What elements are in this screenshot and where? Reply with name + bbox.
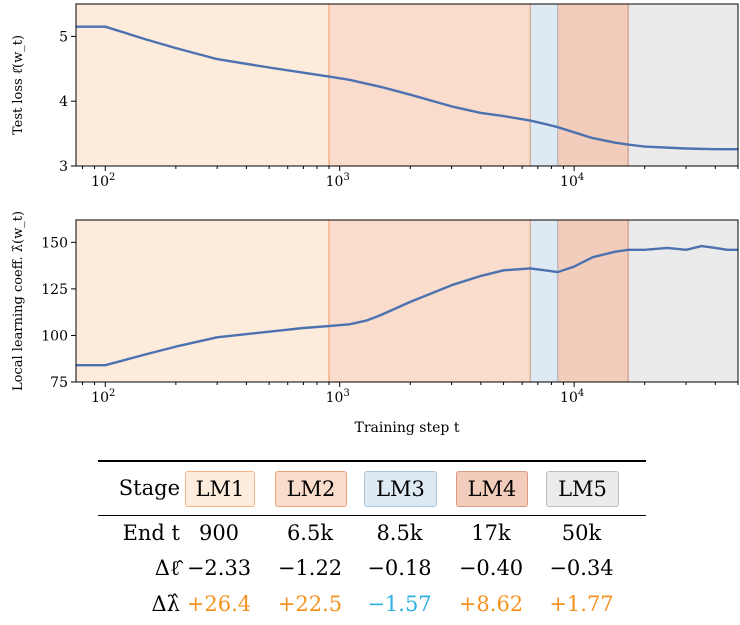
- y-tick-label: 150: [41, 235, 68, 251]
- x-tick-label: 102: [91, 172, 115, 190]
- stage-band-lm1: [76, 220, 329, 382]
- y-tick-label: 75: [50, 375, 68, 391]
- cell-end-t: 900: [198, 521, 240, 545]
- stage-badge-lm1: LM1: [185, 471, 255, 507]
- cell-delta-loss: −2.33: [186, 556, 252, 580]
- stage-badge-lm5: LM5: [546, 471, 619, 507]
- cell-delta-llc: +22.5: [277, 592, 343, 616]
- cell-end-t: 8.5k: [376, 521, 423, 545]
- y-tick-label: 5: [59, 29, 68, 45]
- cell-delta-loss: −0.40: [458, 556, 524, 580]
- stage-band-lm4: [557, 220, 629, 382]
- llc-panel: 75 100 125 150 102 103 104 Local learning coeff…: [11, 211, 739, 436]
- stage-badge-lm4: LM4: [456, 471, 528, 507]
- y-axis-label: Local learning coeff. λ̂(w_t): [11, 211, 26, 391]
- cell-delta-llc: +1.77: [549, 592, 614, 616]
- x-axis-label: Training step t: [355, 420, 460, 436]
- loss-panel: 3 4 5 102 103 104 Test loss ℓ̂(w_t): [11, 3, 739, 190]
- table-mid-rule: [98, 515, 646, 516]
- x-tick-label: 103: [326, 388, 350, 406]
- stage-badge-lm3: LM3: [364, 471, 437, 507]
- stage-band-lm4: [557, 4, 629, 166]
- series-line: [76, 244, 738, 367]
- row-label-delta-loss: Δℓ̂: [154, 556, 180, 580]
- stage-band-lm5: [628, 4, 738, 166]
- cell-end-t: 50k: [561, 521, 602, 545]
- y-axis-label: Test loss ℓ̂(w_t): [11, 35, 26, 135]
- y-tick-label: 4: [59, 94, 68, 110]
- x-tick-label: 103: [326, 172, 350, 190]
- stage-band-lm3: [530, 4, 558, 166]
- row-label-delta-llc: Δλ̂: [151, 592, 180, 616]
- stage-band-lm2: [328, 220, 531, 382]
- x-tick-label: 104: [560, 172, 584, 190]
- plot-frame: [75, 219, 739, 383]
- x-tick-label: 104: [560, 388, 584, 406]
- cell-end-t: 6.5k: [286, 521, 334, 545]
- table-top-rule: [98, 460, 646, 462]
- row-label-end-t: End t: [122, 521, 180, 545]
- cell-delta-llc: −1.57: [367, 592, 432, 616]
- y-tick-label: 100: [41, 328, 68, 344]
- stage-band-lm3: [530, 220, 558, 382]
- cell-end-t: 17k: [471, 521, 511, 545]
- stage-badge-lm2: LM2: [275, 471, 347, 507]
- plot-frame: [75, 3, 739, 167]
- series-line: [76, 25, 738, 151]
- y-tick-label: 125: [41, 282, 68, 298]
- cell-delta-loss: −1.22: [277, 556, 343, 580]
- stage-band-lm2: [328, 4, 531, 166]
- stage-band-lm5: [628, 220, 738, 382]
- x-tick-label: 102: [91, 388, 115, 406]
- cell-delta-loss: −0.18: [367, 556, 432, 580]
- cell-delta-loss: −0.34: [549, 556, 614, 580]
- table-header-label: Stage: [118, 476, 180, 500]
- y-tick-label: 3: [59, 159, 68, 175]
- figure: 3 4 5 102 103 104 Test loss ℓ̂(w_t) 75 100 125 15…: [11, 3, 739, 436]
- cell-delta-llc: +8.62: [458, 592, 524, 616]
- cell-delta-llc: +26.4: [186, 592, 252, 616]
